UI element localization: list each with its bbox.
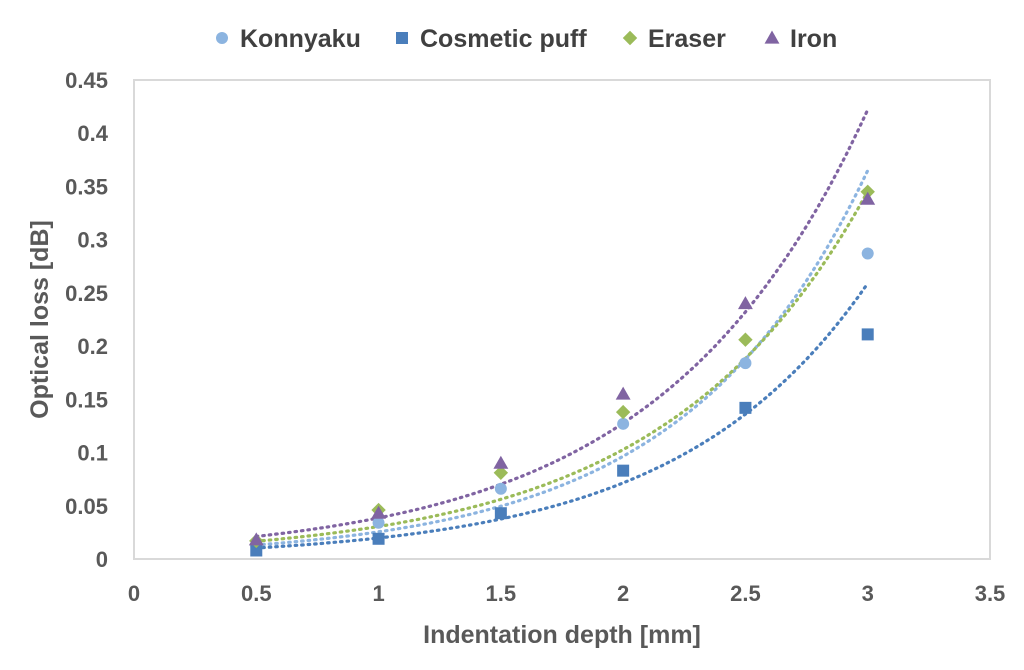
y-tick-label: 0.05 <box>65 494 108 519</box>
legend-item-eraser: Eraser <box>622 25 726 53</box>
x-tick-label: 2 <box>617 581 629 606</box>
point-konnyaku <box>372 516 385 529</box>
legend-item-cosmetic-puff: Cosmetic puff <box>396 25 587 53</box>
y-tick-label: 0.1 <box>77 441 108 466</box>
legend: Konnyaku Cosmetic puff Eraser Iron <box>216 25 837 53</box>
legend-label: Iron <box>790 25 837 53</box>
x-tick-label: 0.5 <box>241 581 272 606</box>
point-iron <box>737 296 753 310</box>
plot-area <box>133 79 991 560</box>
point-eraser <box>738 332 753 347</box>
x-axis-title: Indentation depth [mm] <box>423 621 701 649</box>
point-konnyaku <box>494 482 507 495</box>
y-axis-title: Optical loss [dB] <box>26 220 54 419</box>
x-tick-label: 3.5 <box>975 581 1006 606</box>
trendline-iron <box>254 108 870 539</box>
point-iron <box>615 386 631 400</box>
point-cosmetic-puff <box>617 464 630 477</box>
legend-marker-cosmetic-puff <box>396 32 408 44</box>
y-tick-label: 0.3 <box>77 228 108 253</box>
x-tick-label: 1.5 <box>486 581 517 606</box>
trendline-konnyaku <box>254 169 870 547</box>
x-axis-ticks: 0 0.5 1 1.5 2 2.5 3 3.5 <box>128 581 1005 606</box>
point-iron <box>248 532 264 546</box>
x-tick-label: 1 <box>372 581 384 606</box>
legend-marker-eraser <box>622 30 638 46</box>
y-tick-label: 0.25 <box>65 281 108 306</box>
legend-label: Konnyaku <box>240 25 361 53</box>
point-eraser <box>615 404 631 420</box>
point-cosmetic-puff <box>494 507 507 520</box>
point-konnyaku <box>617 417 630 430</box>
point-cosmetic-puff <box>372 532 385 545</box>
point-eraser <box>493 465 509 480</box>
point-cosmetic-puff <box>250 544 263 557</box>
y-tick-label: 0.4 <box>77 121 108 146</box>
legend-item-iron: Iron <box>764 25 837 53</box>
y-tick-label: 0.35 <box>65 174 108 199</box>
point-iron <box>860 191 876 205</box>
y-tick-label: 0 <box>96 547 108 572</box>
point-iron <box>493 455 509 469</box>
point-eraser <box>860 184 875 199</box>
y-axis-ticks: 0 0.05 0.1 0.15 0.2 0.25 0.3 0.35 0.4 0.45 <box>65 68 109 572</box>
legend-label: Eraser <box>648 25 726 53</box>
point-iron <box>371 505 387 519</box>
point-cosmetic-puff <box>861 328 874 341</box>
y-tick-label: 0.2 <box>77 334 108 359</box>
point-konnyaku <box>861 247 874 260</box>
y-tick-label: 0.15 <box>65 387 108 412</box>
point-cosmetic-puff <box>739 401 752 414</box>
y-tick-label: 0.45 <box>65 68 108 93</box>
x-tick-label: 3 <box>862 581 874 606</box>
legend-marker-iron <box>764 30 780 44</box>
x-tick-label: 2.5 <box>730 581 761 606</box>
point-konnyaku <box>739 357 752 370</box>
trendline-eraser <box>254 189 870 543</box>
x-tick-label: 0 <box>128 581 140 606</box>
legend-label: Cosmetic puff <box>420 25 587 53</box>
legend-marker-konnyaku <box>216 32 228 44</box>
trendlines <box>254 108 870 550</box>
data-points <box>248 184 876 557</box>
legend-item-konnyaku: Konnyaku <box>216 25 361 53</box>
trendline-cosmetic-puff <box>254 281 870 550</box>
